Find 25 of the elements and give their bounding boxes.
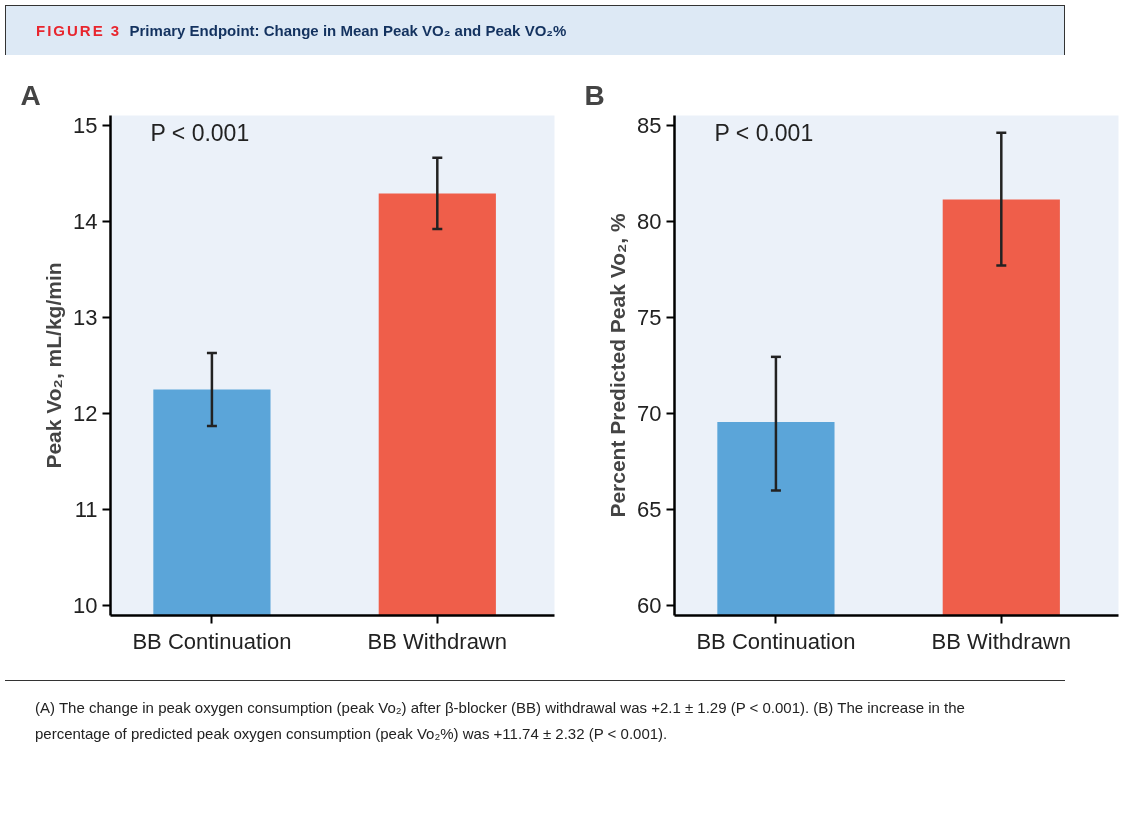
text: (A) The change in peak oxygen consumption (peak Vo₂) after β-blocker (BB) withdrawal was +2.1 ± 1.29 (P < 0.001). (B) The increase in the percentage of predicted peak oxygen consumption (peak Vo₂%) was +11.74 ± 2.32 (P < 0.001).: [35, 698, 966, 745]
y-tick-label: 60: [637, 593, 662, 619]
y-tick-label: 12: [73, 401, 98, 427]
y-tick-label: 14: [73, 208, 98, 234]
x-tick-label: BB Continuation: [132, 628, 292, 654]
y-tick-label: 15: [73, 112, 98, 138]
chart-title: B: [584, 79, 605, 111]
y-tick-label: 10: [73, 593, 98, 619]
x-tick-label: BB Continuation: [696, 628, 856, 654]
text: Primary Endpoint: Change in Mean Peak VO₂ and Peak VO₂%: [129, 22, 567, 39]
y-tick-label: 70: [637, 401, 662, 427]
y-tick-label: 85: [637, 112, 662, 138]
y-tick-label: 80: [637, 208, 662, 234]
chart-title: A: [20, 79, 41, 111]
y-tick-label: 75: [637, 304, 662, 330]
x-tick-label: BB Withdrawn: [367, 628, 507, 654]
y-axis-title: Percent Predicted Peak Vo₂, %: [606, 213, 630, 518]
y-tick-label: 65: [637, 497, 662, 523]
y-axis-title: Peak Vo₂, mL/kg/min: [42, 262, 66, 469]
annotation: P < 0.001: [714, 119, 814, 146]
x-tick-label: BB Withdrawn: [931, 628, 1071, 654]
text: FIGURE 3: [36, 22, 122, 39]
y-tick-label: 11: [74, 497, 98, 523]
annotation: P < 0.001: [150, 119, 250, 146]
y-tick-label: 13: [73, 304, 98, 330]
